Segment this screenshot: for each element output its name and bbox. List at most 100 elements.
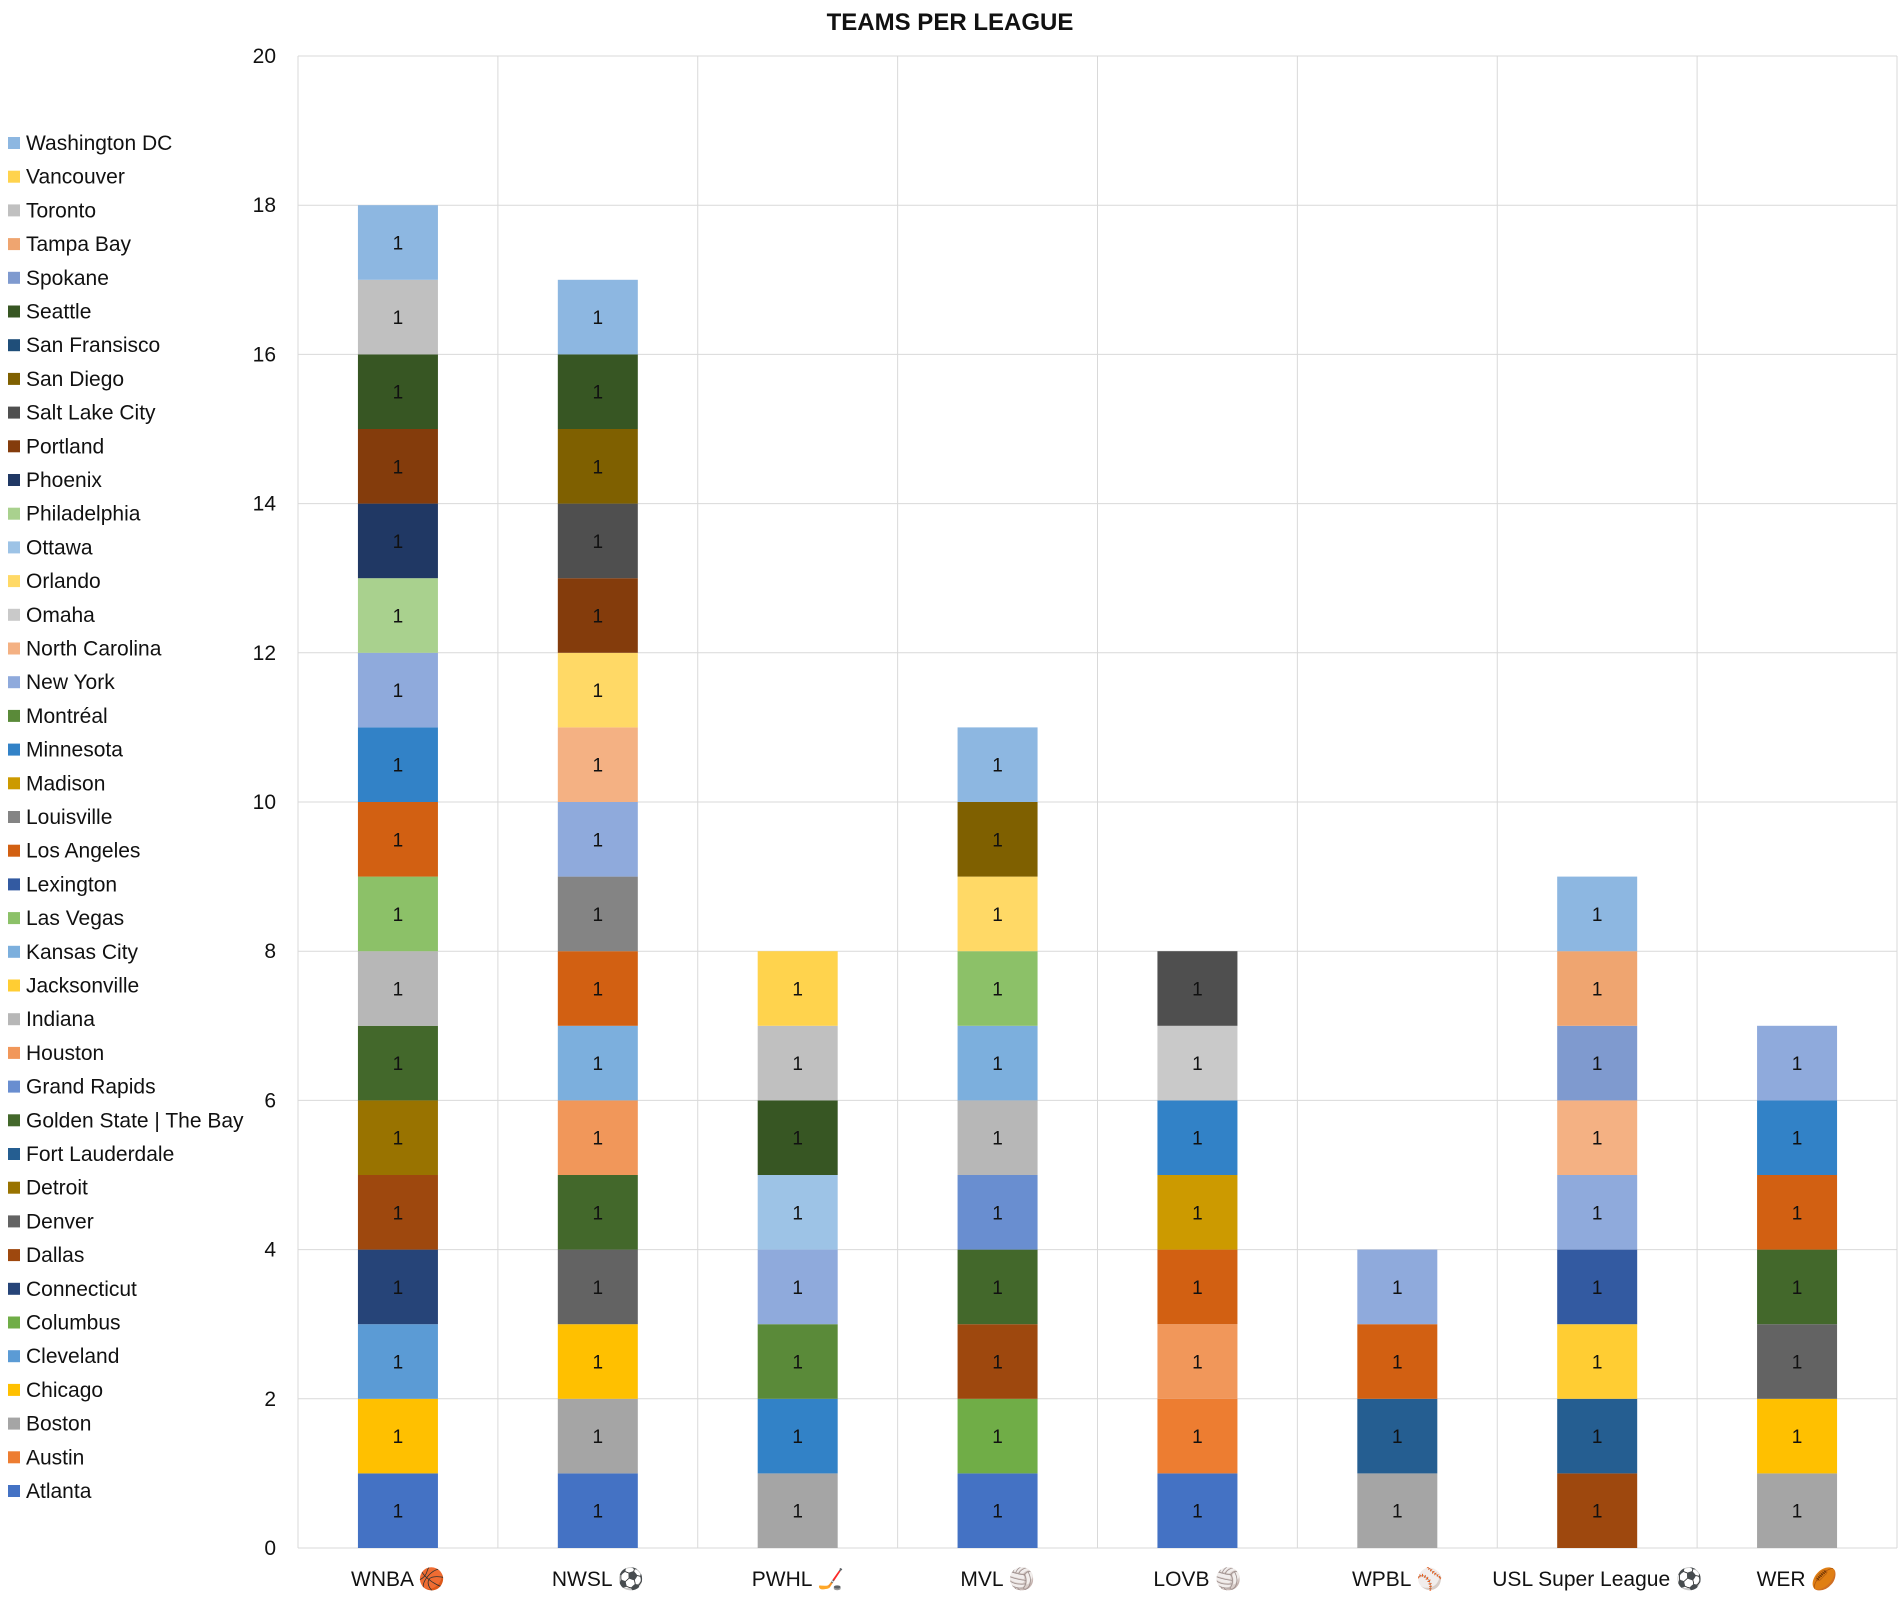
legend-label: Denver <box>26 1210 94 1233</box>
legend-swatch <box>8 372 20 385</box>
bar-segment-boston <box>557 1398 638 1474</box>
bar-segment-san-diego <box>557 429 638 504</box>
bar-segment-chicago <box>357 1398 438 1474</box>
bar-segment-tampa-bay <box>1557 951 1638 1026</box>
legend-swatch <box>8 1181 20 1194</box>
legend-swatch <box>8 1383 20 1396</box>
legend-swatch <box>8 1114 20 1127</box>
bar-value-label: 1 <box>393 308 404 329</box>
bar-segment-new-york <box>1557 1175 1638 1250</box>
legend-label: Cleveland <box>26 1345 119 1368</box>
legend-label: Lexington <box>26 873 117 896</box>
bar-segment-seattle <box>557 354 638 429</box>
bar-value-label: 1 <box>593 607 604 628</box>
bar-value-label: 1 <box>792 1203 803 1224</box>
bar-value-label: 1 <box>792 1054 803 1075</box>
bar-value-label: 1 <box>393 980 404 1001</box>
bar-value-label: 1 <box>593 308 604 329</box>
bar-value-label: 1 <box>1792 1129 1803 1150</box>
bar-segment-chicago <box>557 1324 638 1399</box>
legend-swatch <box>8 979 20 992</box>
bar-segment-atlanta <box>957 1473 1038 1548</box>
y-tick-label: 2 <box>264 1388 276 1411</box>
gridlines <box>297 55 1898 1549</box>
bar-segment-new-york <box>1357 1249 1438 1325</box>
legend-swatch <box>8 1148 20 1160</box>
legend-label: Kansas City <box>26 941 139 964</box>
bar-segment-madison <box>1157 1175 1238 1250</box>
legend-swatch <box>8 1282 20 1295</box>
bar-segment-dallas <box>357 1175 438 1250</box>
legend-label: Chicago <box>26 1379 103 1402</box>
bar-segment-washington-dc <box>957 727 1038 802</box>
bar-value-label: 1 <box>593 457 604 478</box>
legend-item-columbus: Columbus <box>8 1312 121 1335</box>
legend-swatch <box>8 844 20 857</box>
bar-segment-houston <box>557 1100 638 1175</box>
y-tick-label: 20 <box>253 45 276 68</box>
bar-value-label: 1 <box>992 830 1003 851</box>
bar-value-label: 1 <box>1792 1502 1803 1523</box>
legend-item-fort-lauderdale: Fort Lauderdale <box>8 1143 174 1166</box>
bar-segment-washington-dc <box>1557 876 1638 952</box>
bar-value-label: 1 <box>393 1278 404 1299</box>
bar-value-label: 1 <box>1592 1203 1603 1224</box>
legend-item-new-york: New York <box>8 671 115 694</box>
bar-segment-new-york <box>1757 1025 1838 1101</box>
bar-value-label: 1 <box>593 980 604 1001</box>
legend-item-dallas: Dallas <box>8 1244 84 1267</box>
y-tick-label: 18 <box>253 194 276 217</box>
bar-segment-austin <box>1157 1398 1238 1474</box>
legend-item-san-fransisco: San Fransisco <box>8 334 160 357</box>
legend-item-boston: Boston <box>8 1413 91 1436</box>
bar-segment-new-york <box>557 802 638 877</box>
bar-segment-minnesota <box>1757 1100 1838 1175</box>
legend-item-chicago: Chicago <box>8 1379 103 1402</box>
bar-segment-north-carolina <box>1557 1100 1638 1175</box>
legend-swatch <box>8 406 20 419</box>
legend-swatch <box>8 1046 20 1059</box>
bar-value-label: 1 <box>1392 1353 1403 1374</box>
bar-value-label: 1 <box>1792 1353 1803 1374</box>
bar-value-label: 1 <box>992 1129 1003 1150</box>
bar-value-label: 1 <box>1192 980 1203 1001</box>
bar-segment-seattle <box>757 1100 838 1175</box>
bar-value-label: 1 <box>1392 1427 1403 1448</box>
legend-swatch <box>8 608 20 621</box>
legend-swatch <box>8 642 20 655</box>
legend-swatch <box>8 1013 20 1026</box>
legend-item-jacksonville: Jacksonville <box>8 975 139 998</box>
legend-label: Madison <box>26 772 105 795</box>
bar-segment-salt-lake-city <box>557 503 638 579</box>
legend-swatch <box>8 238 20 251</box>
bar-segment-washington-dc <box>557 279 638 355</box>
bar-segment-san-diego <box>957 802 1038 877</box>
bar-segment-portland <box>557 578 638 653</box>
legend-item-minnesota: Minnesota <box>8 739 123 762</box>
bar-segment-columbus <box>957 1398 1038 1474</box>
legend-item-portland: Portland <box>8 435 104 458</box>
bar-value-label: 1 <box>992 756 1003 777</box>
legend-swatch <box>8 305 20 318</box>
legend-swatch <box>8 1485 20 1497</box>
bar-segment-jacksonville <box>1557 1324 1638 1399</box>
bar-segment-grand-rapids <box>957 1175 1038 1250</box>
legend-label: Detroit <box>26 1177 88 1200</box>
legend-label: Connecticut <box>26 1278 137 1301</box>
legend-swatch <box>8 811 20 823</box>
bar-segment-kansas-city <box>557 1025 638 1101</box>
x-tick-label: PWHL 🏒 <box>752 1567 844 1591</box>
bar-segment-seattle <box>357 354 438 429</box>
x-tick-label: USL Super League ⚽ <box>1492 1566 1702 1591</box>
bar-segment-atlanta <box>557 1473 638 1548</box>
legend-item-detroit: Detroit <box>8 1177 88 1200</box>
x-tick-label: MVL 🏐 <box>960 1566 1034 1591</box>
bar-value-label: 1 <box>593 1427 604 1448</box>
bar-value-label: 1 <box>1592 1278 1603 1299</box>
bar-value-label: 1 <box>593 1353 604 1374</box>
legend-item-cleveland: Cleveland <box>8 1345 119 1368</box>
legend-label: Phoenix <box>26 469 102 492</box>
bar-value-label: 1 <box>1192 1203 1203 1224</box>
bar-segment-los-angeles <box>1157 1249 1238 1325</box>
